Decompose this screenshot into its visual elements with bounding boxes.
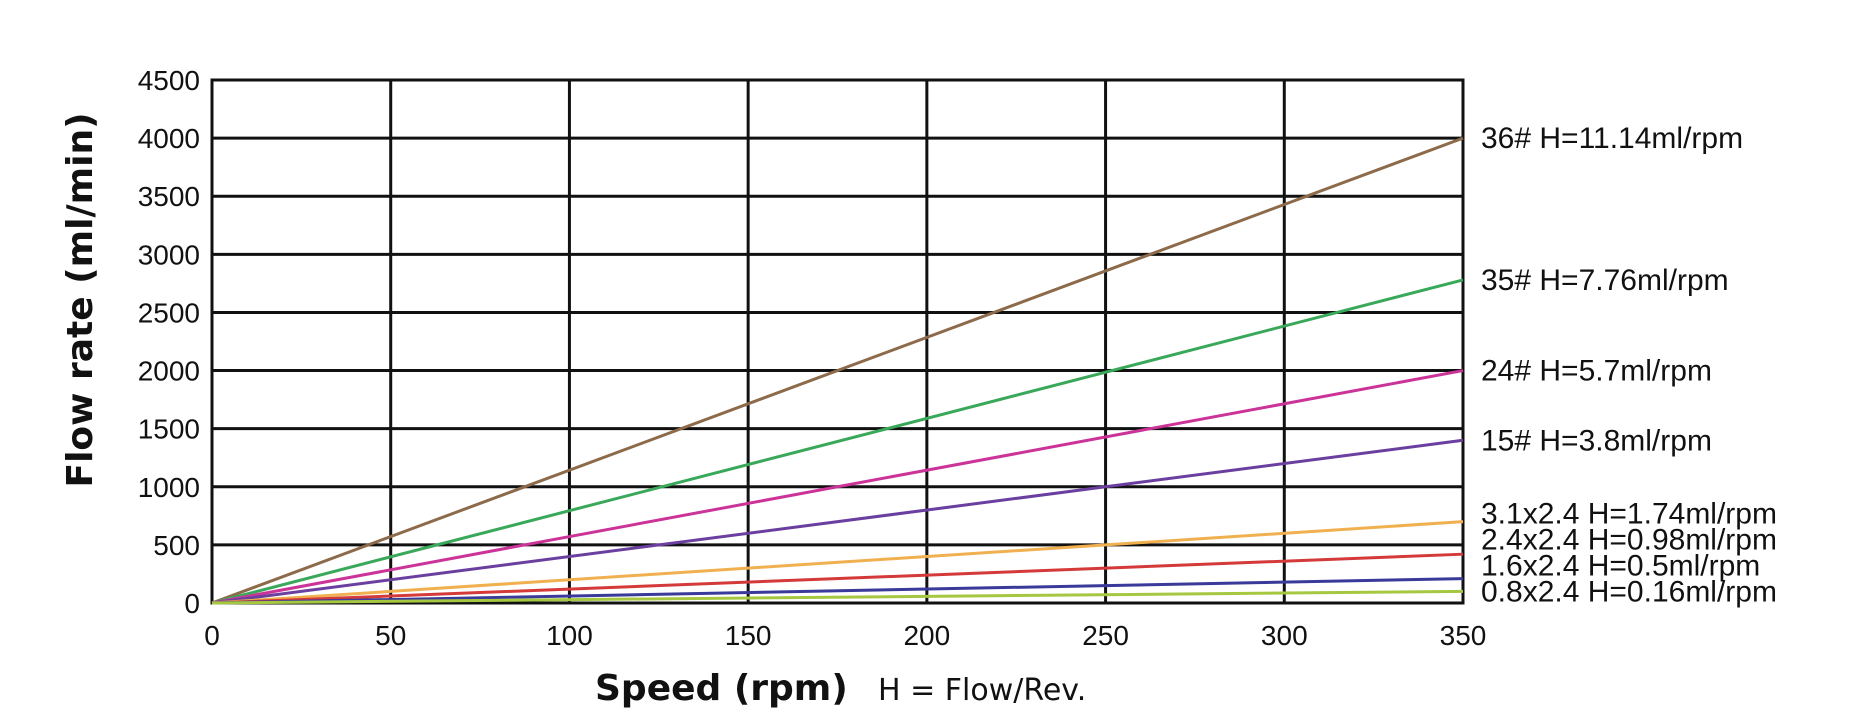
series-label: 35# H=7.76ml/rpm [1481,264,1729,297]
series-label: 2.4x2.4 H=0.98ml/rpm [1481,523,1777,556]
y-tick-labels: 0 500 1000 1500 2000 2500 3000 3500 4000 4500 [138,65,200,619]
series-line [211,589,1464,605]
series-lines [211,136,1464,605]
y-tick-label: 1500 [138,414,200,445]
series-labels: 36# H=11.14ml/rpm 35# H=7.76ml/rpm 24# H=5… [1481,122,1777,608]
x-tick-label: 200 [903,620,950,651]
series-line [211,278,1464,605]
y-tick-label: 3500 [138,181,200,212]
y-tick-label: 1000 [138,472,200,503]
series-label: 24# H=5.7ml/rpm [1481,355,1712,388]
series-line [211,577,1464,605]
x-axis-title: Speed (rpm) [595,668,848,709]
series-label: 0.8x2.4 H=0.16ml/rpm [1481,575,1777,608]
x-tick-label: 300 [1261,620,1308,651]
x-tick-label: 250 [1082,620,1129,651]
x-tick-label: 150 [725,620,772,651]
y-tick-label: 4500 [138,65,200,96]
x-axis-note: H = Flow/Rev. [878,673,1086,708]
y-axis-title: Flow rate (ml/min) [60,112,101,487]
x-tick-label: 350 [1440,620,1487,651]
series-line [211,136,1464,605]
y-tick-label: 3000 [138,239,200,270]
y-tick-label: 500 [153,530,200,561]
series-line [211,552,1464,605]
plot-frame [210,78,1465,605]
y-tick-label: 2500 [138,297,200,328]
series-line [211,438,1464,605]
x-tick-label: 50 [375,620,406,651]
series-label: 15# H=3.8ml/rpm [1481,424,1712,457]
series-label: 36# H=11.14ml/rpm [1481,122,1743,155]
x-tick-label: 100 [546,620,593,651]
y-tick-label: 0 [184,588,200,619]
series-label: 3.1x2.4 H=1.74ml/rpm [1481,497,1777,530]
series-line [211,369,1464,605]
series-label: 1.6x2.4 H=0.5ml/rpm [1481,549,1760,582]
x-tick-label: 0 [204,620,220,651]
x-tick-labels: 0 50 100 150 200 250 300 350 [204,620,1486,651]
y-tick-label: 4000 [138,123,200,154]
series-line [211,520,1464,605]
chart-grid [210,78,1465,605]
y-tick-label: 2000 [138,356,200,387]
